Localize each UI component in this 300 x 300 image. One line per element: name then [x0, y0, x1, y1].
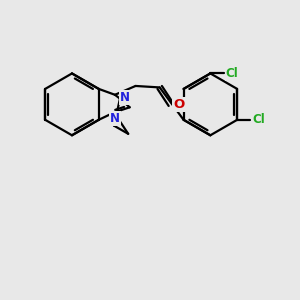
Text: N: N: [110, 112, 120, 125]
Text: Cl: Cl: [252, 113, 265, 126]
Text: N: N: [120, 91, 130, 104]
Text: Cl: Cl: [226, 67, 238, 80]
Text: O: O: [173, 98, 185, 111]
